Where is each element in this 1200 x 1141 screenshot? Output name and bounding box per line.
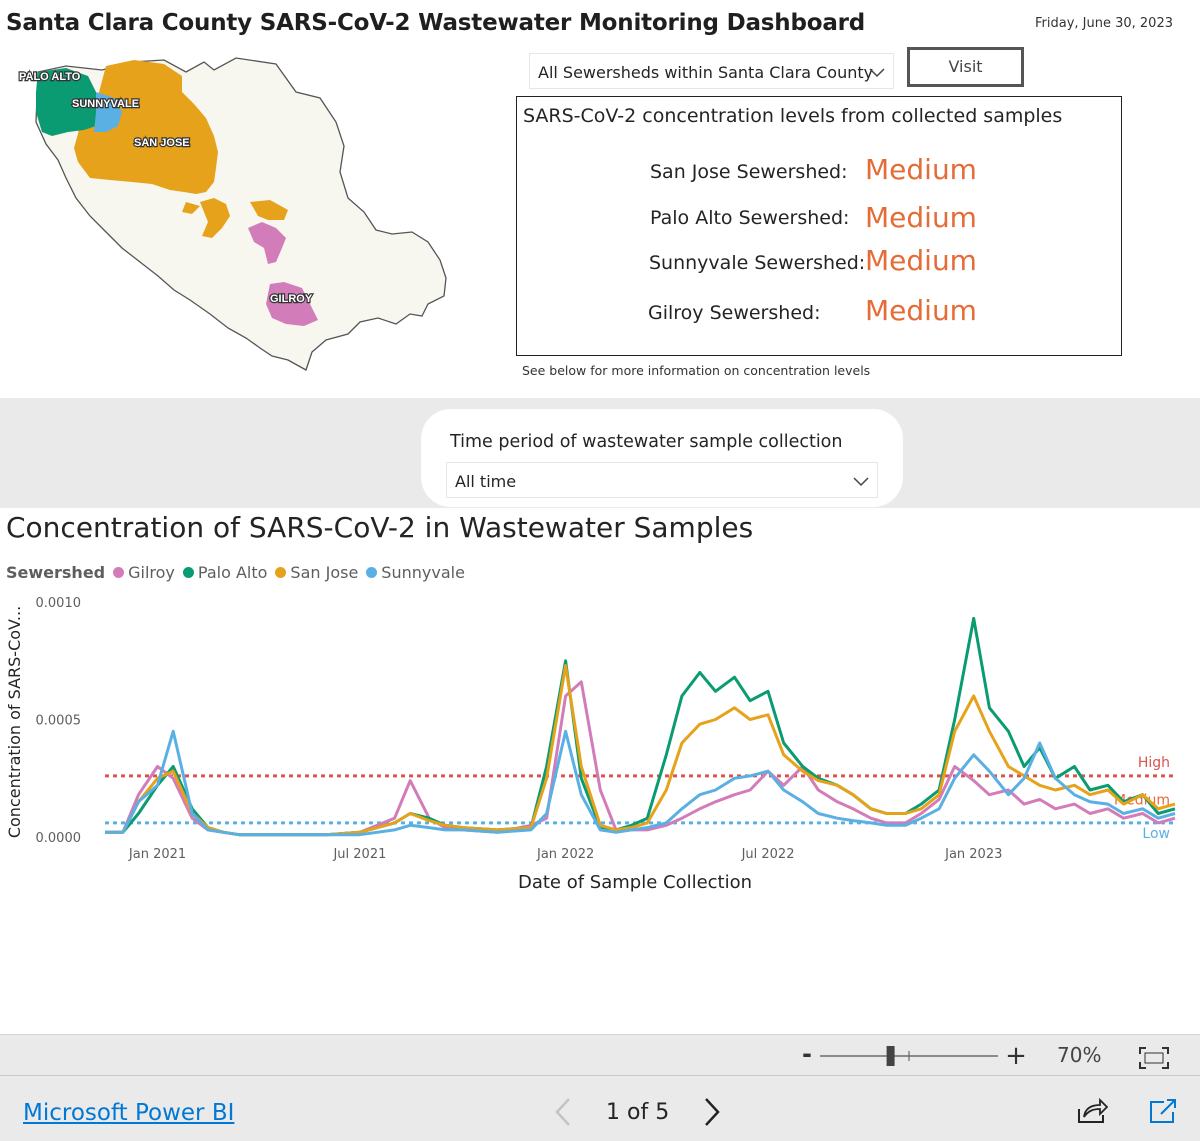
series-line-sunnyvale[interactable] — [105, 729, 1176, 837]
x-tick-label: Jan 2021 — [128, 847, 186, 862]
dashboard-title: Santa Clara County SARS-CoV-2 Wastewater… — [6, 10, 866, 36]
x-tick-label: Jul 2022 — [741, 847, 795, 862]
sunnyvale-level-value: Medium — [865, 244, 977, 277]
legend-label: Gilroy — [128, 563, 175, 582]
legend-marker — [275, 567, 287, 578]
page-indicator: 1 of 5 — [606, 1100, 670, 1125]
y-tick-label: 0.0005 — [36, 714, 82, 729]
powerbi-link[interactable]: Microsoft Power BI — [23, 1100, 235, 1126]
map-label-san-jose: SAN JOSE — [134, 137, 190, 149]
threshold-label-low: Low — [1142, 826, 1170, 842]
sunnyvale-level-label: Sunnyvale Sewershed: — [649, 252, 866, 274]
series-line-gilroy[interactable] — [105, 680, 1176, 837]
legend-marker — [113, 567, 125, 578]
chevron-down-icon — [853, 477, 869, 487]
previous-page-icon[interactable] — [553, 1096, 573, 1128]
region-sunnyvale[interactable] — [94, 92, 122, 132]
zoom-control: - + — [802, 1041, 1027, 1071]
region-palo-alto[interactable] — [36, 68, 98, 136]
x-axis-label: Date of Sample Collection — [518, 872, 752, 893]
fit-to-page-icon[interactable] — [1139, 1047, 1169, 1069]
chart-title: Concentration of SARS-CoV-2 in Wastewate… — [6, 511, 754, 544]
open-in-new-window-icon[interactable] — [1148, 1098, 1178, 1124]
san-jose-level-label: San Jose Sewershed: — [650, 161, 848, 183]
map-label-sunnyvale: SUNNYVALE — [72, 98, 139, 110]
zoom-slider-thumb[interactable] — [886, 1046, 895, 1066]
legend-label: San Jose — [290, 563, 359, 582]
chart-legend: Sewershed Gilroy Palo Alto San Jose Sunn… — [6, 563, 473, 582]
zoom-out-button[interactable]: - — [802, 1041, 812, 1068]
region-san-jose[interactable] — [74, 60, 288, 238]
x-tick-label: Jan 2022 — [536, 847, 594, 862]
y-tick-label: 0.0000 — [36, 831, 82, 846]
legend-marker — [182, 567, 194, 578]
legend-marker — [366, 567, 378, 578]
time-period-dropdown-value: All time — [455, 472, 517, 491]
legend-item-gilroy[interactable]: Gilroy — [113, 563, 175, 582]
time-period-filter-card: Time period of wastewater sample collect… — [421, 409, 903, 507]
zoom-bar: - + 70% — [0, 1034, 1200, 1075]
concentration-levels-title: SARS-CoV-2 concentration levels from col… — [523, 105, 1063, 127]
series-line-san-jose[interactable] — [105, 664, 1176, 837]
zoom-in-button[interactable]: + — [1005, 1041, 1027, 1071]
threshold-label-medium: Medium — [1114, 792, 1170, 808]
chevron-down-icon — [869, 68, 885, 78]
concentration-line-chart: 0.0000 0.0005 0.0010 Jan 2021 Jul 2021 Jan 2… — [5, 596, 1176, 893]
concentration-levels-card: SARS-CoV-2 concentration levels from col… — [516, 96, 1122, 356]
legend-title: Sewershed — [6, 563, 106, 582]
next-page-icon[interactable] — [702, 1096, 722, 1128]
legend-item-san-jose[interactable]: San Jose — [275, 563, 358, 582]
y-axis-label: Concentration of SARS-CoV... — [5, 606, 24, 838]
legend-label: Palo Alto — [197, 563, 268, 582]
report-date: Friday, June 30, 2023 — [1035, 16, 1173, 31]
series-line-palo-alto[interactable] — [105, 616, 1176, 837]
map-label-gilroy: GILROY — [270, 293, 313, 305]
share-icon[interactable] — [1076, 1095, 1108, 1125]
gilroy-level-label: Gilroy Sewershed: — [648, 302, 821, 324]
gilroy-level-value: Medium — [865, 294, 977, 327]
threshold-label-high: High — [1138, 755, 1170, 771]
x-tick-label: Jan 2023 — [944, 847, 1002, 862]
sewershed-dropdown[interactable]: All Sewersheds within Santa Clara County — [529, 53, 894, 89]
visit-button[interactable]: Visit — [907, 47, 1024, 87]
san-jose-level-value: Medium — [865, 153, 977, 186]
levels-note: See below for more information on concen… — [522, 363, 871, 378]
zoom-level: 70% — [1057, 1043, 1102, 1067]
y-tick-label: 0.0010 — [36, 596, 82, 611]
time-period-dropdown[interactable]: All time — [446, 462, 878, 498]
county-map: PALO ALTO SUNNYVALE SAN JOSE GILROY — [18, 57, 447, 371]
legend-item-sunnyvale[interactable]: Sunnyvale — [366, 563, 465, 582]
map-label-palo-alto: PALO ALTO — [19, 71, 81, 83]
legend-label: Sunnyvale — [381, 563, 465, 582]
palo-alto-level-value: Medium — [865, 201, 977, 234]
time-period-label: Time period of wastewater sample collect… — [450, 432, 843, 452]
palo-alto-level-label: Palo Alto Sewershed: — [650, 207, 850, 229]
region-gilroy[interactable] — [248, 222, 318, 326]
sewershed-dropdown-value: All Sewersheds within Santa Clara County — [538, 63, 874, 82]
legend-item-palo-alto[interactable]: Palo Alto — [182, 563, 268, 582]
powerbi-footer: Microsoft Power BI 1 of 5 — [0, 1075, 1200, 1141]
x-tick-label: Jul 2021 — [332, 847, 386, 862]
